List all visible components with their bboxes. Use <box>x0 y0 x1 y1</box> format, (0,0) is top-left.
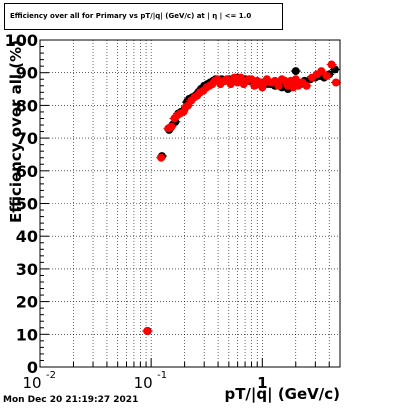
data-point <box>157 153 166 162</box>
x-tick-label: 10 <box>22 374 41 392</box>
data-point <box>302 81 311 90</box>
data-point <box>143 327 152 336</box>
y-tick-label: 50 <box>16 195 38 214</box>
axis-ticks <box>39 39 341 368</box>
y-tick-label: 20 <box>16 293 38 312</box>
data-point <box>291 75 300 84</box>
data-point <box>167 122 176 131</box>
y-tick-label: 80 <box>16 96 38 115</box>
y-axis-label: Efficiency over all (%) <box>7 40 25 223</box>
y-tick-label: 60 <box>16 162 38 181</box>
data-point <box>331 78 340 87</box>
grid <box>39 40 341 367</box>
series-layer <box>142 60 341 336</box>
data-point <box>317 67 326 76</box>
series-1 <box>142 60 341 336</box>
y-tick-label: 100 <box>5 31 38 50</box>
timestamp: Mon Dec 20 21:19:27 2021 <box>3 395 139 405</box>
data-point <box>327 60 336 69</box>
y-tick-label: 0 <box>27 358 38 377</box>
x-axis-label: pT/|q| (GeV/c) <box>224 385 340 404</box>
y-tick-label: 30 <box>16 260 38 279</box>
data-point <box>291 67 300 76</box>
data-point <box>322 71 331 80</box>
x-tick-exponent: -1 <box>157 370 167 381</box>
series-0 <box>142 65 340 336</box>
title-box: Efficiency over all for Primary vs pT/|q… <box>4 3 283 30</box>
y-tick-label: 90 <box>16 64 38 83</box>
x-tick-exponent: -2 <box>46 370 56 381</box>
x-tick-label: 10 <box>134 374 153 392</box>
plot-title: Efficiency over all for Primary vs pT/|q… <box>10 12 252 20</box>
x-tick-label: 1 <box>257 374 267 392</box>
y-tick-label: 70 <box>16 129 38 148</box>
y-tick-label: 40 <box>16 227 38 246</box>
y-tick-label: 10 <box>16 325 38 344</box>
data-point <box>274 81 283 90</box>
